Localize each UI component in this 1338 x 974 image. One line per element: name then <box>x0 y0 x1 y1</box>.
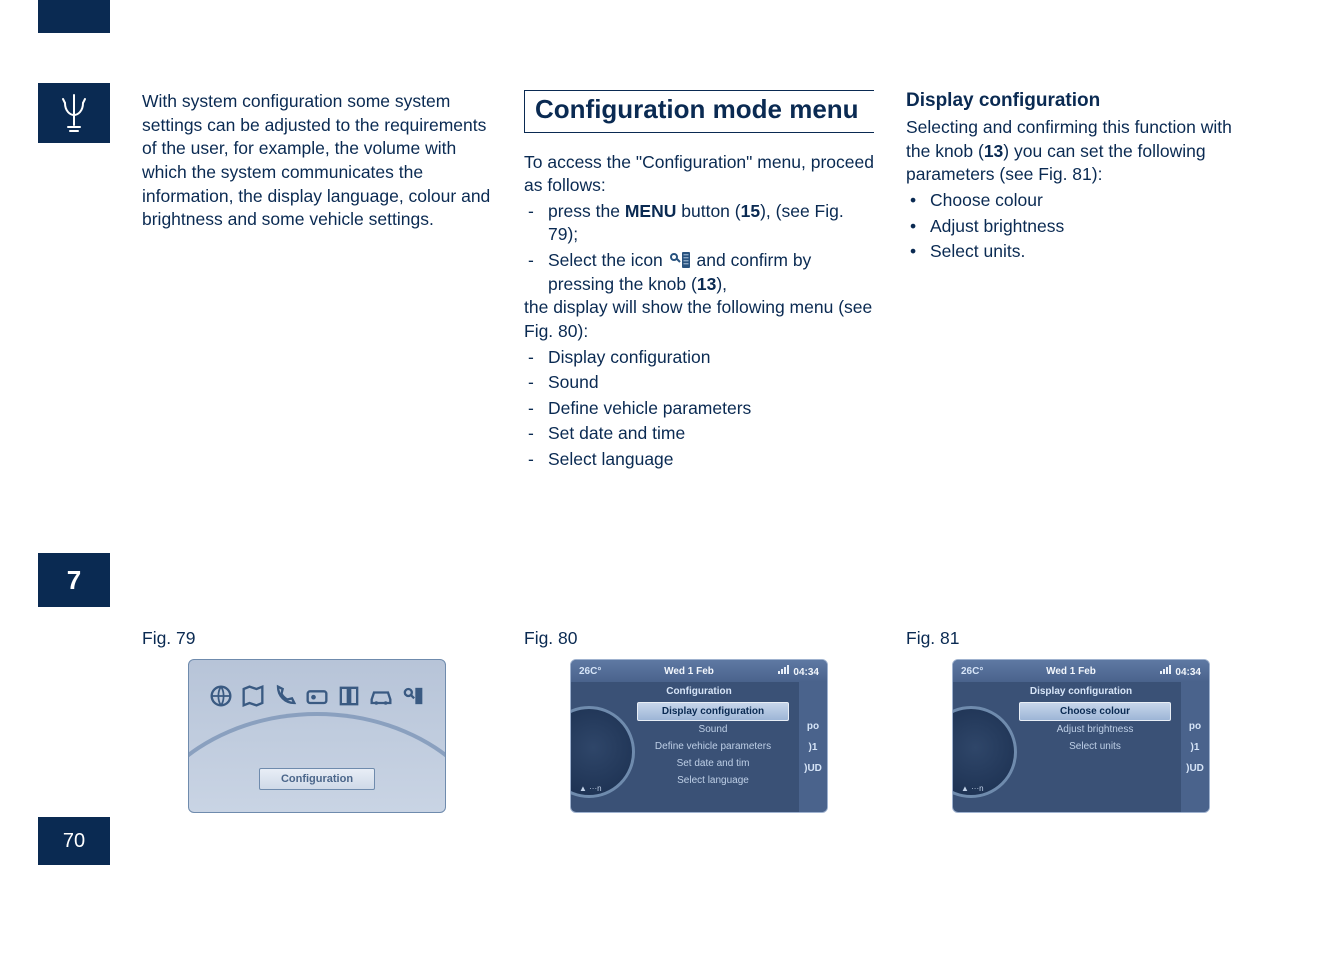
bullet-item: Choose colour <box>906 189 1256 213</box>
radio-icon <box>303 682 331 710</box>
column-1: With system configuration some system se… <box>142 90 492 472</box>
lead-paragraph: To access the "Configuration" menu, proc… <box>524 151 874 198</box>
column-2: Configuration mode menu To access the "C… <box>524 90 874 472</box>
figure-caption: Fig. 81 <box>906 628 1256 649</box>
after-steps-text: the display will show the following menu… <box>524 296 874 343</box>
bullet-item: Select units. <box>906 240 1256 264</box>
signal-icon <box>777 665 791 675</box>
right-strip: po )1 )UD <box>1181 682 1209 812</box>
book-icon <box>335 682 363 710</box>
gauge-bottom-label: ▲ ···n <box>579 784 602 793</box>
screen-menu: Display configuration Sound Define vehic… <box>633 702 793 789</box>
step-2: Select the icon and <box>524 249 874 296</box>
screen-menu-item: Select language <box>633 772 793 789</box>
figures-row: Fig. 79 Configuration Fig. 80 <box>142 628 1302 813</box>
menu-item: Sound <box>524 371 874 395</box>
status-temp: 26C° <box>961 666 983 677</box>
col3-lead: Selecting and confirming this function w… <box>906 116 1256 187</box>
figure-80: Fig. 80 26C° Wed 1 Feb 04:34 Configurati… <box>524 628 874 813</box>
figure-81: Fig. 81 26C° Wed 1 Feb 04:34 Display con… <box>906 628 1256 813</box>
status-date: Wed 1 Feb <box>664 666 714 677</box>
status-date: Wed 1 Feb <box>1046 666 1096 677</box>
signal-icon <box>1159 665 1173 675</box>
status-bar: 26C° Wed 1 Feb 04:34 <box>571 660 827 682</box>
col3-bullets: Choose colour Adjust brightness Select u… <box>906 189 1256 264</box>
menu-item: Set date and time <box>524 422 874 446</box>
menu-item: Define vehicle parameters <box>524 397 874 421</box>
left-sidebar: 7 70 <box>0 0 110 974</box>
screen-menu: Choose colour Adjust brightness Select u… <box>1015 702 1175 755</box>
map-icon <box>239 682 267 710</box>
content-columns: With system configuration some system se… <box>142 90 1302 472</box>
screen-menu-item: Adjust brightness <box>1015 721 1175 738</box>
sub-heading: Display configuration <box>906 90 1256 112</box>
phone-icon <box>271 682 299 710</box>
section-title: Configuration mode menu <box>524 90 874 133</box>
status-temp: 26C° <box>579 666 601 677</box>
status-time: 04:34 <box>1159 665 1201 678</box>
fig79-device: Configuration <box>188 659 446 813</box>
screen-menu-item: Choose colour <box>1019 702 1171 721</box>
trident-icon <box>56 91 92 135</box>
figure-caption: Fig. 79 <box>142 628 492 649</box>
gauge-bottom-label: ▲ ···n <box>961 784 984 793</box>
menu-item: Display configuration <box>524 346 874 370</box>
column-3: Display configuration Selecting and conf… <box>906 90 1256 472</box>
bullet-item: Adjust brightness <box>906 215 1256 239</box>
steps-list: press the MENU button (15), (see Fig. 79… <box>524 200 874 297</box>
config-icon <box>399 682 427 710</box>
menu-item: Select language <box>524 448 874 472</box>
status-time: 04:34 <box>777 665 819 678</box>
car-icon <box>367 682 395 710</box>
right-strip: po )1 )UD <box>799 682 827 812</box>
chapter-number: 7 <box>38 553 110 607</box>
screen-menu-item: Display configuration <box>637 702 789 721</box>
screen-menu-item: Sound <box>633 721 793 738</box>
screen-title: Display configuration <box>953 682 1209 699</box>
menu-list: Display configuration Sound Define vehic… <box>524 346 874 472</box>
figure-caption: Fig. 80 <box>524 628 874 649</box>
brand-logo <box>38 83 110 143</box>
step-1: press the MENU button (15), (see Fig. 79… <box>524 200 874 247</box>
config-icon <box>668 250 692 270</box>
sidebar-top-strip <box>38 0 110 33</box>
screen-menu-item: Select units <box>1015 738 1175 755</box>
status-bar: 26C° Wed 1 Feb 04:34 <box>953 660 1209 682</box>
screen-menu-item: Define vehicle parameters <box>633 738 793 755</box>
figure-79: Fig. 79 Configuration <box>142 628 492 813</box>
globe-icon <box>207 682 235 710</box>
fig79-label: Configuration <box>259 768 375 790</box>
intro-paragraph: With system configuration some system se… <box>142 90 492 232</box>
screen-menu-item: Set date and tim <box>633 755 793 772</box>
page-number: 70 <box>38 817 110 865</box>
fig81-screen: 26C° Wed 1 Feb 04:34 Display configurati… <box>952 659 1210 813</box>
fig80-screen: 26C° Wed 1 Feb 04:34 Configuration ▲ ···… <box>570 659 828 813</box>
screen-title: Configuration <box>571 682 827 699</box>
